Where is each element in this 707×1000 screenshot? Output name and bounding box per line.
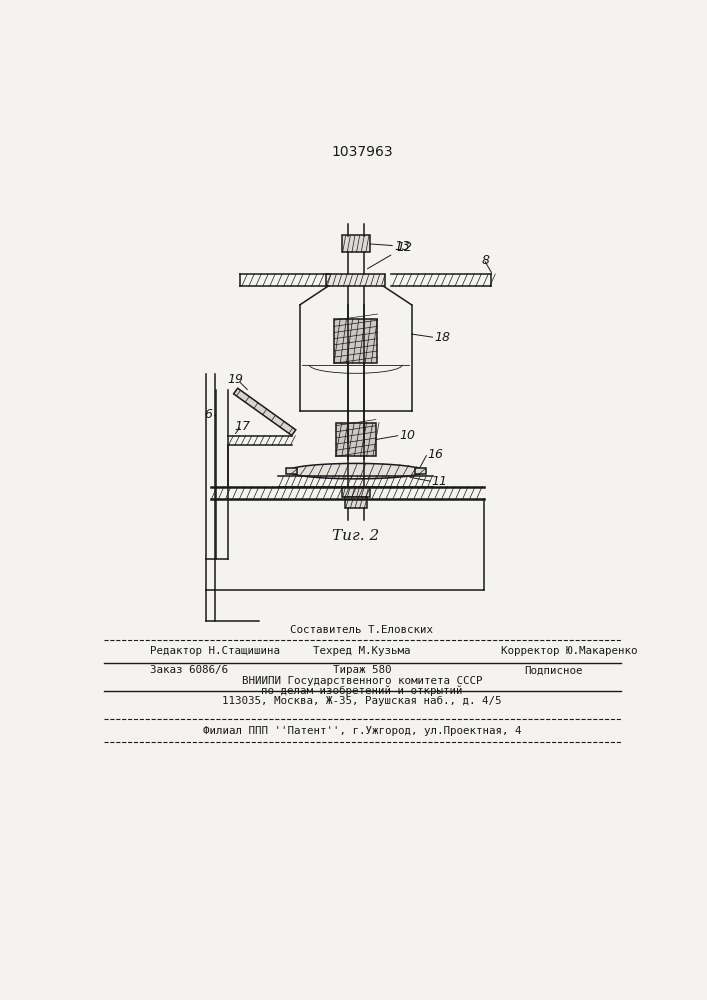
Text: 6: 6 bbox=[204, 408, 213, 421]
Polygon shape bbox=[233, 388, 296, 435]
Bar bbox=[341, 487, 370, 497]
Text: Корректор Ю.Макаренко: Корректор Ю.Макаренко bbox=[501, 646, 637, 656]
Text: 19: 19 bbox=[228, 373, 244, 386]
Text: 1037963: 1037963 bbox=[331, 145, 393, 159]
Text: Заказ 6086/6: Заказ 6086/6 bbox=[151, 665, 228, 675]
Bar bbox=[345, 497, 367, 508]
Bar bbox=[336, 423, 376, 456]
Text: Τиг. 2: Τиг. 2 bbox=[332, 529, 380, 543]
Bar bbox=[334, 319, 378, 363]
Text: Составитель Т.Еловских: Составитель Т.Еловских bbox=[291, 625, 433, 635]
Text: 13: 13 bbox=[395, 240, 411, 253]
Text: 16: 16 bbox=[428, 448, 444, 461]
Text: 113035, Москва, Ж-35, Раушская наб., д. 4/5: 113035, Москва, Ж-35, Раушская наб., д. … bbox=[222, 696, 502, 706]
Text: ВНИИПИ Государственного комитета СССР: ВНИИПИ Государственного комитета СССР bbox=[242, 676, 482, 686]
Text: Тираж 580: Тираж 580 bbox=[333, 665, 391, 675]
Polygon shape bbox=[288, 463, 424, 479]
Text: 17: 17 bbox=[234, 420, 250, 433]
Bar bbox=[286, 468, 297, 474]
Bar bbox=[341, 235, 370, 252]
Text: 10: 10 bbox=[399, 429, 415, 442]
Text: по делам изобретений и открытий: по делам изобретений и открытий bbox=[261, 686, 462, 696]
Text: Редактор Н.Стащишина: Редактор Н.Стащишина bbox=[151, 646, 281, 656]
Text: 12: 12 bbox=[368, 241, 412, 269]
Text: Филиал ППП ''Патент'', г.Ужгород, ул.Проектная, 4: Филиал ППП ''Патент'', г.Ужгород, ул.Про… bbox=[203, 726, 521, 736]
Text: 18: 18 bbox=[435, 331, 451, 344]
Bar bbox=[327, 274, 385, 286]
Bar bbox=[414, 468, 426, 474]
Text: Техред М.Кузьма: Техред М.Кузьма bbox=[313, 646, 411, 656]
Text: 8: 8 bbox=[482, 254, 490, 267]
Text: Подписное: Подписное bbox=[524, 665, 583, 675]
Text: 11: 11 bbox=[432, 475, 448, 488]
